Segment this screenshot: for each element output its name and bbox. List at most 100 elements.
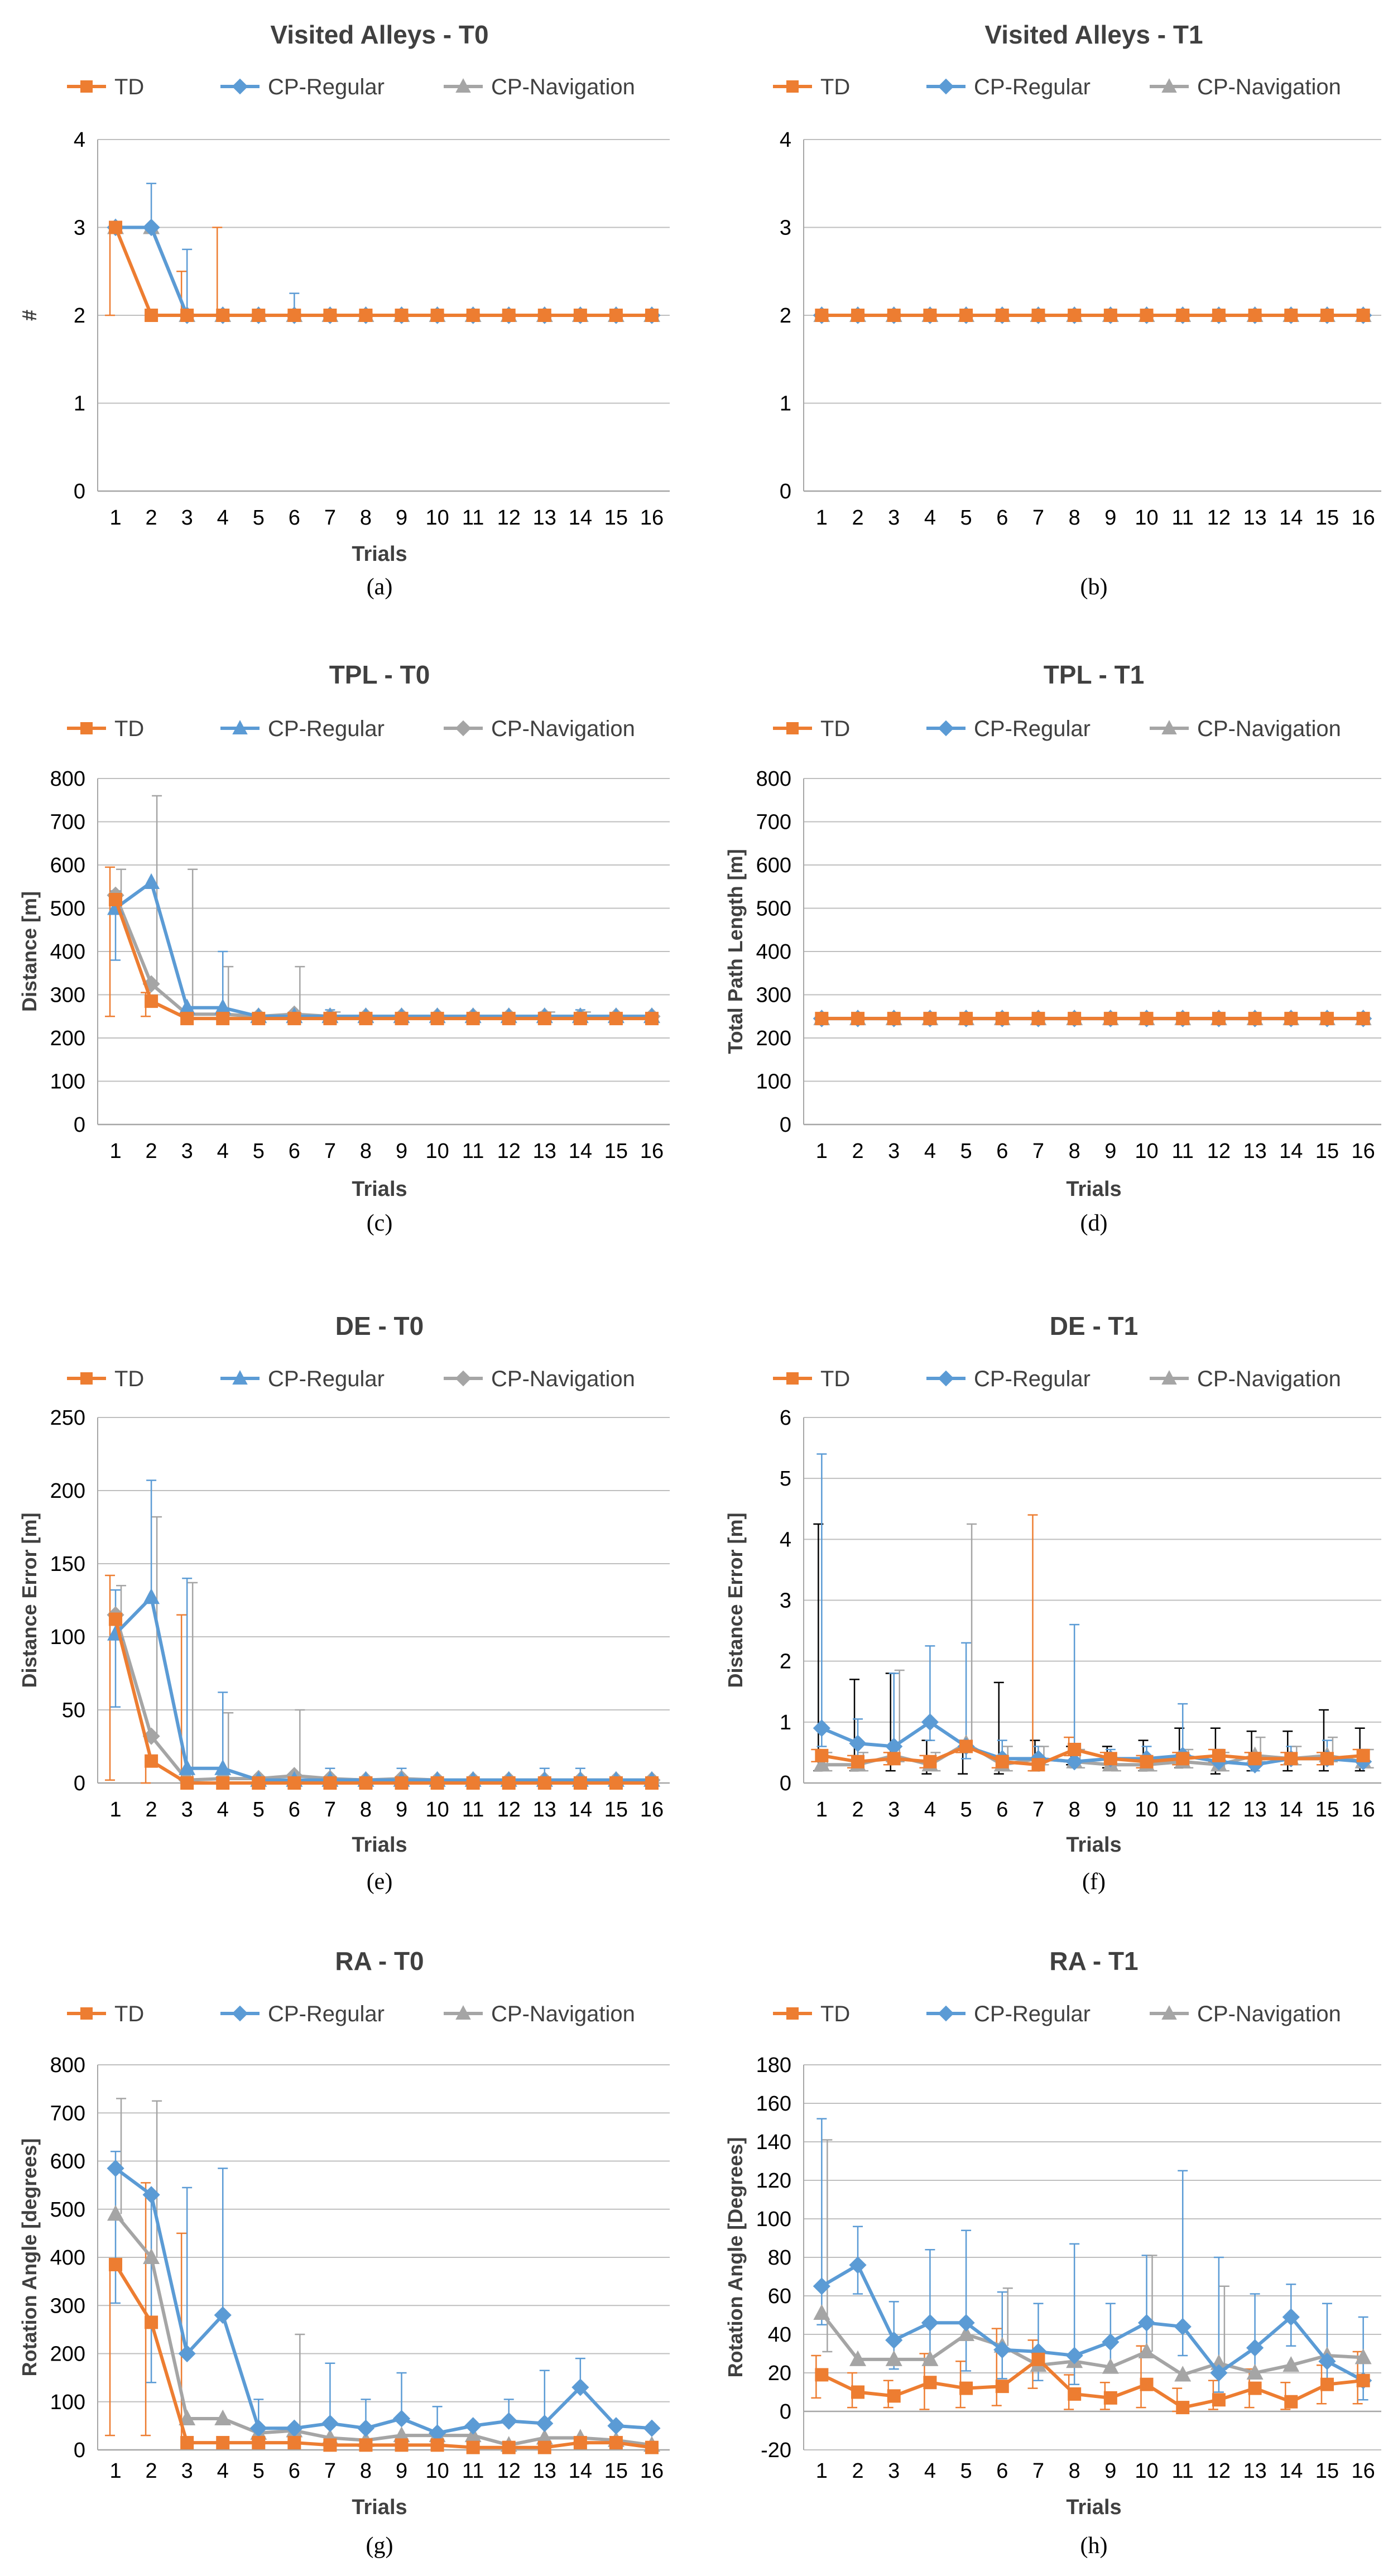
x-tick-label: 12 bbox=[497, 1798, 521, 1822]
data-point bbox=[1174, 2366, 1192, 2382]
x-tick-label: 2 bbox=[852, 2459, 863, 2483]
series-line bbox=[114, 1614, 652, 1782]
x-tick-label: 11 bbox=[462, 2459, 484, 2483]
legend-marker bbox=[232, 1370, 248, 1385]
y-tick-label: 100 bbox=[756, 2208, 791, 2231]
x-tick-label: 3 bbox=[181, 506, 193, 530]
legend-label: CP-Regular bbox=[974, 717, 1091, 741]
y-tick-label: 120 bbox=[756, 2169, 791, 2193]
error-bar bbox=[105, 1574, 116, 1781]
error-bar bbox=[116, 1585, 127, 1615]
data-point bbox=[1246, 2339, 1264, 2357]
x-tick-label: 5 bbox=[253, 506, 265, 530]
data-point bbox=[959, 2381, 973, 2395]
x-tick-label: 13 bbox=[1243, 506, 1266, 530]
legend-entry: TD bbox=[773, 75, 850, 99]
x-tick-label: 1 bbox=[109, 506, 121, 530]
data-point bbox=[1320, 309, 1334, 322]
x-tick-label: 14 bbox=[569, 1140, 592, 1163]
y-tick-label: 140 bbox=[756, 2131, 791, 2154]
x-tick-label: 4 bbox=[217, 2459, 229, 2483]
legend-entry: TD bbox=[773, 717, 850, 741]
data-point bbox=[359, 1012, 373, 1026]
x-tick-label: 15 bbox=[1315, 1140, 1339, 1163]
panel-caption: (f) bbox=[1082, 1869, 1106, 1895]
data-point bbox=[851, 2385, 865, 2399]
x-tick-label: 7 bbox=[324, 2459, 336, 2483]
y-tick-label: 400 bbox=[756, 940, 791, 964]
chart-title: TPL - T0 bbox=[329, 660, 430, 689]
x-tick-label: 7 bbox=[324, 1798, 336, 1822]
x-tick-label: 2 bbox=[146, 2459, 157, 2483]
data-point bbox=[142, 218, 160, 237]
x-tick-label: 14 bbox=[569, 1798, 592, 1822]
chart-title: RA - T0 bbox=[335, 1947, 424, 1976]
y-tick-label: 700 bbox=[50, 2102, 85, 2125]
x-axis-label: Trials bbox=[352, 2496, 407, 2519]
x-tick-label: 15 bbox=[1315, 2459, 1339, 2483]
data-point bbox=[502, 309, 516, 322]
x-tick-label: 4 bbox=[924, 506, 936, 530]
data-point bbox=[1140, 1012, 1154, 1026]
data-point bbox=[815, 309, 829, 322]
data-point bbox=[885, 1737, 903, 1756]
legend-label: CP-Regular bbox=[974, 75, 1091, 99]
data-point bbox=[1282, 2356, 1300, 2372]
data-point bbox=[395, 2438, 409, 2452]
error-bar bbox=[223, 1712, 234, 1779]
data-point bbox=[957, 2314, 975, 2332]
legend-label: CP-Navigation bbox=[491, 1367, 635, 1391]
y-tick-label: 500 bbox=[756, 897, 791, 921]
y-axis-label: Total Path Length [m] bbox=[724, 849, 747, 1054]
data-point bbox=[502, 1776, 516, 1790]
error-bar bbox=[176, 271, 187, 315]
x-tick-label: 9 bbox=[396, 506, 407, 530]
error-bar bbox=[146, 2194, 157, 2383]
legend-entry: TD bbox=[67, 75, 144, 99]
x-tick-label: 6 bbox=[996, 506, 1008, 530]
y-tick-label: 0 bbox=[780, 480, 791, 503]
error-bar bbox=[967, 1523, 977, 1751]
x-tick-label: 9 bbox=[1104, 506, 1116, 530]
x-tick-label: 16 bbox=[640, 506, 664, 530]
legend-marker bbox=[80, 722, 93, 734]
series-line bbox=[114, 2167, 652, 2435]
data-point bbox=[813, 2304, 830, 2320]
data-point bbox=[323, 1012, 337, 1026]
x-tick-label: 2 bbox=[852, 1140, 863, 1163]
x-tick-label: 11 bbox=[462, 1798, 484, 1822]
x-tick-label: 8 bbox=[1069, 2459, 1080, 2483]
y-tick-label: 400 bbox=[50, 2246, 85, 2270]
x-tick-label: 10 bbox=[425, 506, 449, 530]
chart-panel: TPL - T1 TD CP-Regular CP-Navigation 0 100 200… bbox=[724, 660, 1381, 1236]
data-point bbox=[885, 2331, 903, 2349]
data-point bbox=[323, 2438, 337, 2452]
x-tick-label: 3 bbox=[181, 1798, 193, 1822]
data-point bbox=[813, 1756, 830, 1772]
data-point bbox=[1284, 1752, 1298, 1766]
data-point bbox=[1210, 2364, 1228, 2382]
y-tick-label: 800 bbox=[50, 767, 85, 791]
panel-caption: (c) bbox=[367, 1210, 393, 1236]
x-tick-label: 7 bbox=[1032, 2459, 1044, 2483]
data-point bbox=[609, 1012, 623, 1026]
error-bar bbox=[218, 950, 228, 1008]
x-tick-label: 6 bbox=[289, 2459, 300, 2483]
data-point bbox=[1212, 1012, 1226, 1026]
legend-label: CP-Navigation bbox=[1197, 75, 1341, 99]
error-bar bbox=[212, 227, 223, 315]
error-bar bbox=[925, 2248, 935, 2362]
legend-marker bbox=[80, 1372, 93, 1385]
data-point bbox=[923, 1755, 937, 1768]
data-point bbox=[430, 1012, 444, 1026]
legend-marker bbox=[786, 2007, 799, 2020]
y-tick-label: 0 bbox=[74, 1113, 85, 1137]
x-tick-label: 11 bbox=[462, 1140, 484, 1163]
x-tick-label: 9 bbox=[1104, 1798, 1116, 1822]
y-tick-label: 0 bbox=[780, 1113, 791, 1137]
data-point bbox=[851, 1012, 865, 1026]
data-point bbox=[395, 1012, 409, 1026]
data-point bbox=[392, 2410, 411, 2428]
series-line bbox=[114, 1618, 652, 1785]
